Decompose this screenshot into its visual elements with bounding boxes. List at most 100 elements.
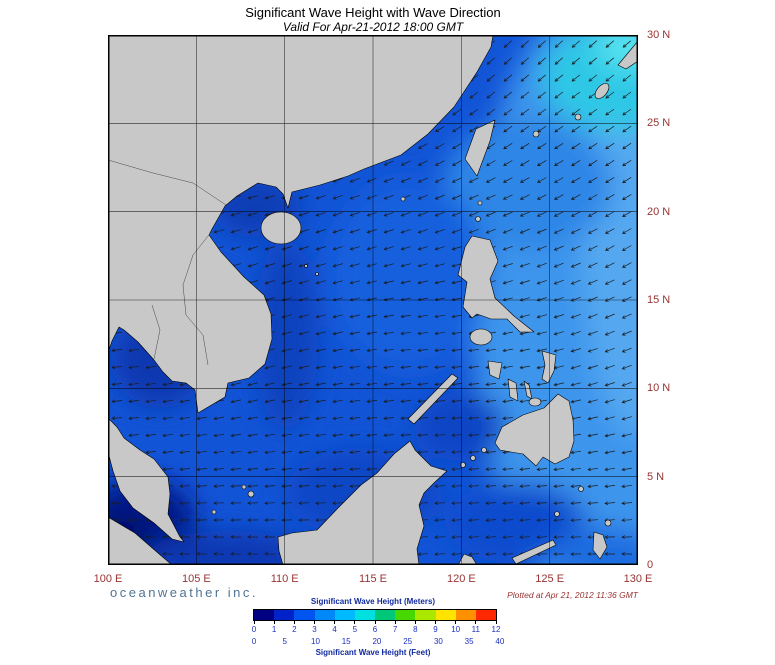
land-natuna-2 <box>241 484 247 490</box>
feet-tick-label: 15 <box>341 637 351 646</box>
colorbar-segment <box>435 610 456 620</box>
meters-tick-label: 9 <box>433 625 438 634</box>
meters-tick-mark <box>414 621 416 624</box>
feet-tick-label: 30 <box>433 637 443 646</box>
land-negros <box>507 378 519 402</box>
land-mindoro <box>469 328 493 346</box>
meters-tick-mark <box>253 621 255 624</box>
land-paracel-1 <box>315 272 319 276</box>
meters-tick-label: 10 <box>451 625 461 634</box>
land-talaud <box>578 486 584 492</box>
lat-tick-label: 20 N <box>647 205 671 218</box>
land-sumatra <box>108 516 173 565</box>
land-panay <box>487 360 503 380</box>
meters-tick-mark <box>334 621 336 624</box>
meters-tick-mark <box>293 621 295 624</box>
lon-tick-label: 100 E <box>93 573 123 585</box>
meters-tick-label: 11 <box>471 625 480 634</box>
feet-tick-label: 25 <box>403 637 413 646</box>
land-babuyan <box>475 216 481 222</box>
colorbar-segment <box>314 610 335 620</box>
map-border <box>108 35 638 565</box>
meters-tick-label: 7 <box>392 625 398 634</box>
page-title: Significant Wave Height with Wave Direct… <box>245 5 501 20</box>
feet-tick-label: 40 <box>495 637 505 646</box>
land-borneo <box>277 440 448 565</box>
meters-tick-label: 6 <box>372 625 378 634</box>
lon-tick-label: 130 E <box>623 573 653 585</box>
colorbar-segment <box>415 610 436 620</box>
land-mainland-asia <box>108 35 494 414</box>
lon-tick-label: 125 E <box>535 573 565 585</box>
land-yaeyama <box>532 130 540 138</box>
land-natuna-1 <box>247 490 255 498</box>
land-ryukyu-amami <box>617 40 638 70</box>
lat-tick-label: 10 N <box>647 382 671 395</box>
land-hainan <box>260 211 302 245</box>
land-palawan <box>407 373 459 425</box>
land-sulawesi-tip <box>457 553 478 565</box>
land-bohol <box>528 397 542 407</box>
feet-tick-label: 20 <box>372 637 382 646</box>
colorbar <box>253 609 497 621</box>
land-mindanao <box>494 393 575 467</box>
lat-tick-label: 25 N <box>647 117 671 130</box>
valid-time-subtitle: Valid For Apr-21-2012 18:00 GMT <box>282 20 464 34</box>
meters-tick-label: 4 <box>332 625 337 634</box>
meters-tick-label: 3 <box>312 625 317 634</box>
wave-map <box>108 35 638 565</box>
lon-tick-label: 120 E <box>446 573 476 585</box>
land-batanes <box>477 200 483 206</box>
meters-tick-mark <box>394 621 396 624</box>
meters-tick-mark <box>455 621 457 624</box>
land-malay-peninsula <box>108 417 185 543</box>
land-sangihe <box>554 511 560 517</box>
meters-tick-mark <box>495 621 497 624</box>
colorbar-segment <box>334 610 355 620</box>
lat-tick-label: 0 <box>647 559 654 571</box>
meters-tick-mark <box>475 621 477 624</box>
land-sulu-2 <box>470 455 476 461</box>
land-luzon <box>457 235 535 333</box>
colorbar-segment <box>455 610 476 620</box>
meters-tick-mark <box>314 621 315 624</box>
land-samar-leyte <box>541 350 557 384</box>
lon-tick-label: 110 E <box>270 573 299 585</box>
legend-meters-title: Significant Wave Height (Meters) <box>310 597 436 606</box>
meters-tick-label: 1 <box>271 625 277 634</box>
feet-tick-label: 35 <box>464 637 474 646</box>
colorbar-segment <box>354 610 376 620</box>
meters-tick-label: 0 <box>251 625 257 634</box>
land-sulu-3 <box>481 447 487 453</box>
feet-tick-label: 0 <box>251 637 257 646</box>
land-paracel-2 <box>304 264 308 268</box>
oceanweather-logo: oceanweather inc. <box>110 585 259 600</box>
meters-tick-label: 5 <box>352 625 358 634</box>
colorbar-segment <box>274 610 295 620</box>
meters-tick-mark <box>435 621 436 624</box>
land-taiwan <box>464 119 496 177</box>
land-halmahera <box>592 531 608 560</box>
land-sulawesi-arm <box>511 539 557 565</box>
meters-tick-label: 8 <box>413 625 418 634</box>
grid-lines <box>108 35 638 565</box>
colorbar-segment <box>294 610 315 620</box>
meters-tick-mark <box>354 621 356 624</box>
meters-tick-label: 12 <box>491 625 501 634</box>
feet-tick-label: 10 <box>311 637 320 646</box>
lon-tick-label: 105 E <box>181 573 211 585</box>
lat-tick-label: 15 N <box>647 294 671 306</box>
feet-tick-label: 5 <box>282 637 287 646</box>
colorbar-segment <box>375 610 396 620</box>
plotted-timestamp: Plotted at Apr 21, 2012 11:36 GMT <box>507 590 638 600</box>
land-layer <box>108 35 638 565</box>
land-okinawa <box>594 83 610 99</box>
land-sulu-1 <box>460 462 466 468</box>
land-anambas <box>211 509 217 515</box>
meters-tick-mark <box>374 621 376 624</box>
colorbar-segment <box>475 610 497 620</box>
land-pratas <box>400 196 406 202</box>
lat-tick-label: 30 N <box>647 29 671 41</box>
meters-tick-label: 2 <box>292 625 297 634</box>
land-miyako <box>574 113 582 121</box>
